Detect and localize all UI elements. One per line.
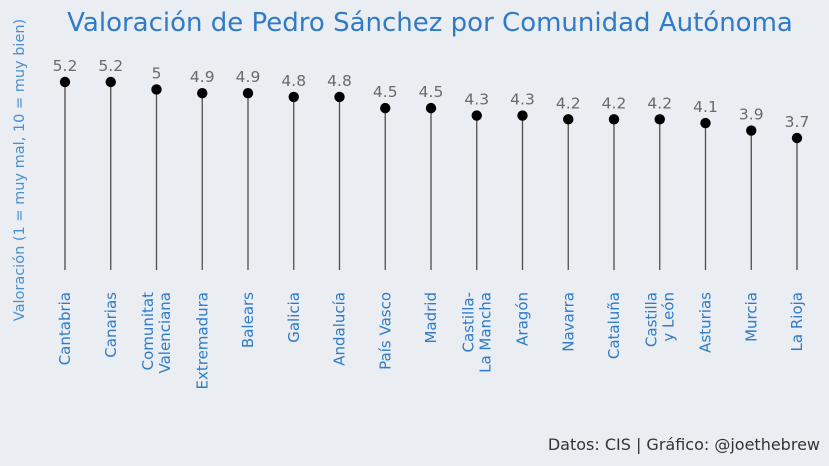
x-tick-label-line: Navarra [559,292,577,352]
x-tick-label-line: Valenciana [156,292,174,374]
value-label: 4.8 [281,72,306,90]
x-tick-label: Extremadura [193,292,211,390]
value-label: 5.2 [53,57,78,75]
x-tick-label-line: Murcia [742,292,760,342]
lollipop-dot [425,102,437,114]
x-tick-label-line: Comunitat [139,292,157,371]
chart-title: Valoración de Pedro Sánchez por Comunida… [67,8,793,38]
lollipop-dot [105,76,116,88]
x-tick-label-line: La Mancha [476,292,494,373]
value-label: 4.1 [693,98,718,116]
x-tick-label-line: Asturias [697,292,715,353]
lollipop-dot [59,76,71,88]
lollipop-dot [471,110,482,121]
lollipop-dot [197,88,208,99]
x-tick-label: Murcia [742,292,760,342]
value-label: 4.8 [327,72,352,90]
value-label: 3.9 [739,106,764,124]
x-tick-label: Asturias [697,292,715,353]
x-tick-label: Comunitat Valenciana [139,292,174,374]
value-label: 3.7 [785,113,810,131]
lollipop-dot [334,91,345,103]
x-tick-label-line: Aragón [514,292,532,346]
x-tick-label-line: Galicia [285,292,303,343]
lollipop-dot [517,110,528,121]
lollipop-dot [746,125,757,136]
x-tick-label-line: Canarias [102,292,120,358]
x-tick-label: Castilla y León [642,292,677,347]
lollipop-dot [791,132,803,144]
value-label: 4.9 [190,68,215,86]
x-tick-label: Madrid [422,292,440,344]
lollipop-dot [288,91,299,103]
x-tick-label: Canarias [102,292,120,358]
lollipop-dot [608,114,620,125]
x-tick-label-line: La Rioja [788,292,806,351]
value-label: 4.2 [647,94,672,112]
x-tick-label-line: Castilla- [459,292,477,352]
x-tick-label-line: Andalucía [331,292,349,366]
x-tick-label: Castilla- La Mancha [459,292,494,373]
value-label: 4.5 [373,83,398,101]
x-tick-label: Cataluña [605,292,623,359]
y-axis-label: Valoración (1 = muy mal, 10 = muy bien) [12,19,28,321]
lollipop-dot [242,88,254,99]
lollipop-dot [151,84,162,95]
x-tick-label-line: Balears [239,292,257,348]
x-tick-label-line: País Vasco [376,292,394,370]
x-tick-label: Navarra [559,292,577,352]
x-tick-label: País Vasco [376,292,394,370]
x-tick-label: Andalucía [331,292,349,366]
x-tick-label: La Rioja [788,292,806,351]
x-tick-label-line: y León [659,292,677,342]
lollipop-dot [563,114,574,125]
lollipop-dot [380,102,391,114]
x-tick-label: Cantabria [56,292,74,365]
value-label: 4.3 [464,91,489,109]
x-tick-label-line: Madrid [422,292,440,344]
value-label: 4.9 [236,68,261,86]
x-tick-label: Galicia [285,292,303,343]
x-tick-label-line: Extremadura [193,292,211,390]
x-tick-label: Balears [239,292,257,348]
chart-marks: 5.2 5.2 5 4.9 4.9 4.8 4.8 4.5 4.5 4.3 4.3 4.2 4.2 4.2… [53,57,810,270]
lollipop-dot [654,114,665,125]
value-label: 4.2 [556,94,581,112]
value-label: 5 [152,64,162,82]
value-label: 4.3 [510,91,535,109]
value-label: 5.2 [98,57,123,75]
source-caption: Datos: CIS | Gráfico: @joethebrew [548,435,820,454]
lollipop-dot [700,117,711,129]
x-tick-label-line: Cantabria [56,292,74,365]
x-tick-labels: Cantabria Canarias Comunitat Valenciana Extr… [56,292,806,390]
x-tick-label-line: Cataluña [605,292,623,359]
x-tick-label-line: Castilla [642,292,660,347]
value-label: 4.2 [602,94,627,112]
x-tick-label: Aragón [514,292,532,346]
value-label: 4.5 [419,83,444,101]
